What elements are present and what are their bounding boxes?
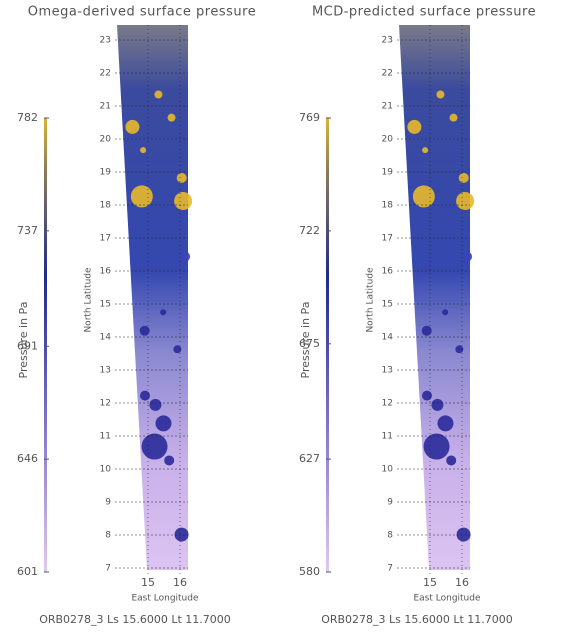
crater xyxy=(139,325,150,336)
y-tick-label: 16 xyxy=(382,267,394,277)
x-tick-label: 16 xyxy=(455,576,469,589)
y-tick-label: 13 xyxy=(100,366,111,376)
crater xyxy=(130,185,153,208)
y-tick-label: 14 xyxy=(100,333,112,343)
y-tick-label: 10 xyxy=(382,465,394,475)
crater xyxy=(437,415,454,432)
panel-title: Omega-derived surface pressure xyxy=(28,5,256,20)
crater xyxy=(421,325,432,336)
y-tick-label: 15 xyxy=(382,300,393,310)
y-tick-label: 9 xyxy=(387,498,393,508)
crater xyxy=(446,455,457,466)
y-tick-label: 16 xyxy=(100,267,112,277)
crater xyxy=(180,251,191,262)
colorbar-tick-label: 675 xyxy=(299,337,320,350)
y-tick-label: 17 xyxy=(382,234,393,244)
crater xyxy=(164,455,175,466)
y-tick-label: 15 xyxy=(100,300,111,310)
crater xyxy=(140,147,147,154)
crater xyxy=(176,172,187,183)
footer: ORB0278_3 Ls 15.6000 Lt 11.7000 xyxy=(321,613,513,626)
y-tick-label: 11 xyxy=(100,432,111,442)
y-tick-label: 11 xyxy=(382,432,393,442)
y-tick-label: 23 xyxy=(382,36,393,46)
crater xyxy=(449,113,458,122)
y-tick-label: 10 xyxy=(100,465,112,475)
colorbar-tick-label: 646 xyxy=(17,452,38,465)
x-axis-label: East Longitude xyxy=(413,594,481,604)
colorbar-tick-label: 722 xyxy=(299,224,320,237)
colorbar-tick-label: 601 xyxy=(17,565,38,578)
crater xyxy=(431,398,444,411)
y-tick-label: 23 xyxy=(100,36,111,46)
colorbar-label: Pressure in Pa xyxy=(299,302,312,379)
footer: ORB0278_3 Ls 15.6000 Lt 11.7000 xyxy=(39,613,231,626)
colorbar xyxy=(326,118,329,572)
y-tick-label: 12 xyxy=(382,399,393,409)
crater xyxy=(456,527,471,542)
y-tick-label: 18 xyxy=(100,201,112,211)
crater xyxy=(139,390,150,401)
y-tick-label: 8 xyxy=(387,531,393,541)
y-tick-label: 22 xyxy=(382,69,393,79)
y-tick-label: 7 xyxy=(387,564,393,574)
crater xyxy=(455,345,464,354)
crater xyxy=(462,251,473,262)
crater xyxy=(149,398,162,411)
crater xyxy=(412,185,435,208)
colorbar-label: Pressure in Pa xyxy=(17,302,30,379)
crater xyxy=(167,113,176,122)
x-tick-label: 15 xyxy=(423,576,437,589)
crater xyxy=(421,390,432,401)
colorbar xyxy=(44,118,47,572)
crater xyxy=(154,90,163,99)
x-axis-label: East Longitude xyxy=(131,594,199,604)
crater xyxy=(173,345,182,354)
panel-title: MCD-predicted surface pressure xyxy=(312,5,536,20)
crater xyxy=(174,192,193,211)
y-tick-label: 9 xyxy=(105,498,111,508)
y-tick-label: 18 xyxy=(382,201,394,211)
crater xyxy=(426,262,433,269)
crater xyxy=(144,262,151,269)
y-tick-label: 21 xyxy=(382,102,393,112)
colorbar-tick-label: 769 xyxy=(299,111,320,124)
y-tick-label: 19 xyxy=(100,168,112,178)
y-axis-label: North Latitude xyxy=(84,267,94,333)
crater xyxy=(458,172,469,183)
y-tick-label: 13 xyxy=(382,366,393,376)
x-tick-label: 16 xyxy=(173,576,187,589)
y-tick-label: 21 xyxy=(100,102,111,112)
map-image xyxy=(117,25,188,570)
crater xyxy=(436,90,445,99)
crater xyxy=(422,147,429,154)
crater xyxy=(125,119,140,134)
y-tick-label: 12 xyxy=(100,399,111,409)
y-tick-label: 14 xyxy=(382,333,394,343)
crater xyxy=(160,309,167,316)
crater xyxy=(442,309,449,316)
crater xyxy=(174,527,189,542)
crater xyxy=(456,192,475,211)
crater xyxy=(423,433,450,460)
crater xyxy=(407,119,422,134)
y-tick-label: 19 xyxy=(382,168,394,178)
colorbar-tick-label: 737 xyxy=(17,224,38,237)
y-tick-label: 8 xyxy=(105,531,111,541)
crater xyxy=(141,433,168,460)
colorbar-tick-label: 580 xyxy=(299,565,320,578)
map-image xyxy=(399,25,470,570)
colorbar-tick-label: 691 xyxy=(17,339,38,352)
y-tick-label: 17 xyxy=(100,234,111,244)
y-tick-label: 20 xyxy=(100,135,112,145)
y-tick-label: 20 xyxy=(382,135,394,145)
y-axis-label: North Latitude xyxy=(366,267,376,333)
crater xyxy=(155,415,172,432)
y-tick-label: 7 xyxy=(105,564,111,574)
x-tick-label: 15 xyxy=(141,576,155,589)
y-tick-label: 22 xyxy=(100,69,111,79)
colorbar-tick-label: 782 xyxy=(17,111,38,124)
colorbar-tick-label: 627 xyxy=(299,452,320,465)
